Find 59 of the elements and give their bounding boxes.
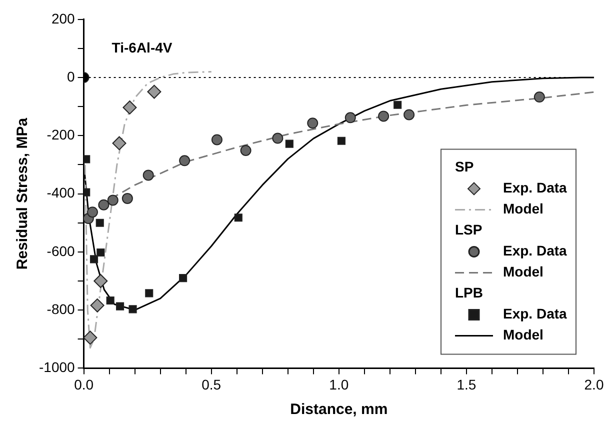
- legend-label: Model: [503, 264, 544, 280]
- x-tick-label: 1.0: [329, 376, 349, 392]
- point: [147, 84, 162, 99]
- point: [534, 92, 545, 103]
- annotation: Ti-6Al-4V: [112, 39, 173, 56]
- point: [128, 305, 137, 314]
- point: [84, 188, 90, 196]
- y-tick-label: -1000: [38, 359, 76, 376]
- y-tick-label: 200: [51, 10, 76, 26]
- point: [179, 155, 190, 166]
- point: [116, 302, 124, 310]
- annotation: LSP: [455, 222, 482, 238]
- legend-label: Model: [503, 200, 544, 217]
- x-tick-label: 0.0: [74, 376, 94, 392]
- point: [404, 109, 415, 120]
- point: [96, 218, 104, 227]
- point: [307, 118, 318, 129]
- y-tick-label: -400: [46, 184, 76, 201]
- x-tick-label: 0.5: [202, 376, 222, 392]
- x-tick-label: 2.0: [584, 376, 604, 392]
- point: [344, 112, 356, 124]
- x-tick-label: 1.5: [456, 376, 476, 392]
- point: [90, 255, 98, 264]
- point: [211, 134, 222, 146]
- y-tick-label: -600: [46, 242, 76, 259]
- point: [394, 100, 402, 109]
- point: [106, 296, 114, 305]
- point: [337, 136, 346, 145]
- point: [86, 206, 98, 218]
- legend-label: Exp. Data: [503, 180, 568, 196]
- point: [122, 100, 137, 114]
- x-axis-title: Distance, mm: [290, 401, 388, 418]
- legend-label: Model: [503, 326, 544, 343]
- point: [272, 132, 284, 144]
- legend-label: Exp. Data: [503, 306, 568, 322]
- point: [90, 298, 104, 312]
- legend-label: Exp. Data: [503, 242, 568, 259]
- point: [107, 194, 118, 206]
- annotation: LPB: [455, 284, 483, 301]
- point: [96, 248, 105, 257]
- line-series: [84, 70, 212, 349]
- point: [98, 199, 110, 210]
- y-axis-title: Residual Stress, MPa: [14, 117, 32, 270]
- annotation: SP: [455, 158, 474, 175]
- point: [240, 144, 252, 156]
- point: [94, 274, 108, 288]
- point: [122, 192, 133, 204]
- y-tick-label: 0: [67, 68, 76, 84]
- point: [234, 214, 242, 222]
- y-tick-label: -800: [46, 300, 76, 317]
- y-tick-label: -200: [46, 126, 76, 143]
- point: [112, 136, 126, 150]
- point: [179, 274, 188, 282]
- point: [285, 140, 294, 148]
- point: [142, 170, 154, 181]
- point: [378, 110, 390, 122]
- point: [145, 289, 154, 298]
- point: [84, 330, 98, 345]
- point: [84, 155, 90, 164]
